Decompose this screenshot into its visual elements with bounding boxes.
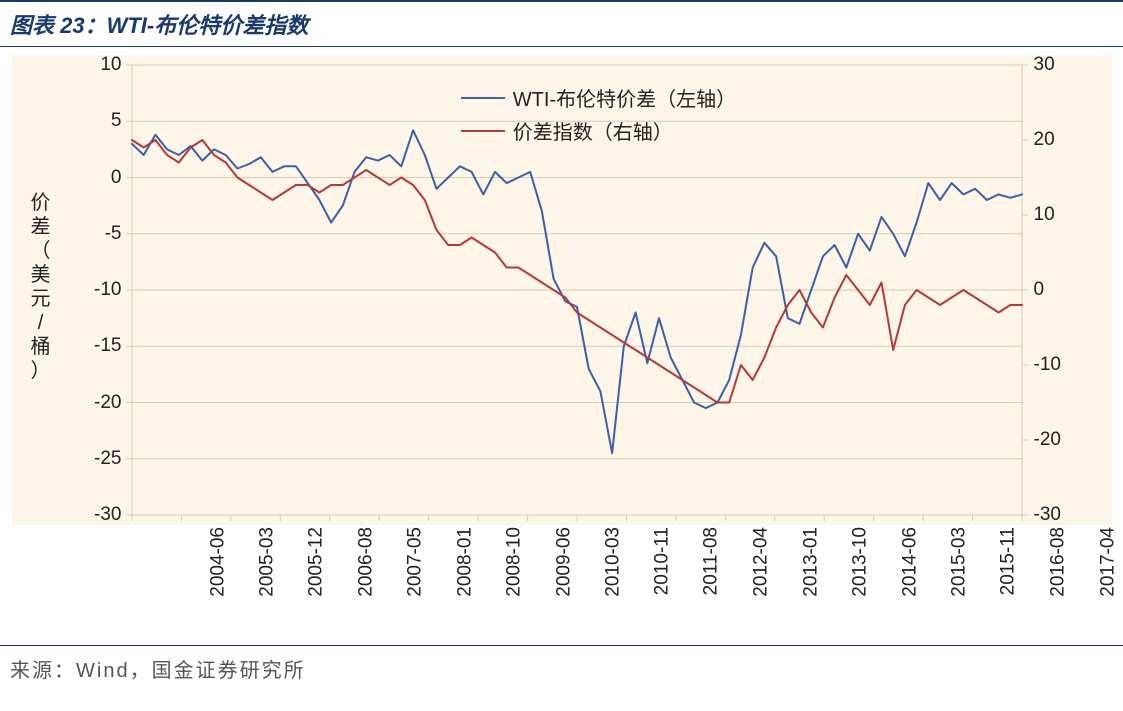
- y-left-tick-label: 5: [111, 110, 122, 132]
- x-tick-label: 2012-04: [751, 527, 773, 597]
- x-tick-label: 2010-11: [651, 527, 673, 595]
- x-tick-label: 2010-03: [603, 527, 625, 597]
- x-tick-label: 2013-10: [850, 527, 872, 597]
- x-tick-label: 2005-03: [257, 527, 279, 597]
- y-left-tick-label: 10: [100, 54, 121, 76]
- x-tick-label: 2004-06: [207, 527, 229, 597]
- y-left-tick-label: -25: [94, 448, 121, 470]
- y-right-tick-label: -20: [1034, 429, 1061, 451]
- y-right-tick-label: 20: [1034, 129, 1055, 151]
- x-tick-label: 2016-08: [1048, 527, 1070, 597]
- chart-legend: WTI-布伦特价差（左轴） 价差指数（右轴）: [461, 83, 736, 149]
- y-left-tick-label: 0: [111, 167, 122, 189]
- x-tick-label: 2005-12: [306, 527, 328, 597]
- legend-item: 价差指数（右轴）: [461, 116, 736, 145]
- y-left-tick-label: -15: [94, 335, 121, 357]
- x-tick-label: 2011-08: [700, 527, 722, 595]
- legend-label: WTI-布伦特价差（左轴）: [513, 83, 736, 112]
- y-right-tick-label: -30: [1034, 504, 1061, 526]
- legend-label: 价差指数（右轴）: [513, 116, 673, 145]
- y-left-tick-label: -30: [94, 504, 121, 526]
- y-left-tick-label: -5: [105, 223, 122, 245]
- x-tick-label: 2009-06: [553, 527, 575, 597]
- y-right-tick-label: 30: [1034, 54, 1055, 76]
- x-tick-label: 2006-08: [356, 527, 378, 597]
- y-right-tick-label: -10: [1034, 354, 1061, 376]
- x-tick-label: 2013-01: [801, 527, 823, 597]
- x-tick-label: 2015-03: [949, 527, 971, 597]
- x-tick-label: 2007-05: [405, 527, 427, 597]
- y-left-axis-label: 价差（美元/桶）: [30, 191, 52, 383]
- legend-line: [461, 97, 505, 99]
- y-left-tick-label: -20: [94, 392, 121, 414]
- chart-area: 价差（美元/桶） WTI-布伦特价差（左轴） 价差指数（右轴） -30 -25 -20…: [12, 55, 1112, 645]
- legend-line: [461, 130, 505, 132]
- y-right-tick-label: 0: [1034, 279, 1045, 301]
- chart-source: 来源：Wind，国金证券研究所: [0, 645, 1123, 691]
- y-left-tick-label: -10: [94, 279, 121, 301]
- x-tick-label: 2008-10: [504, 527, 526, 597]
- chart-title-bar: 图表 23：WTI-布伦特价差指数: [0, 0, 1123, 47]
- x-tick-label: 2014-06: [899, 527, 921, 597]
- chart-title: 图表 23：WTI-布伦特价差指数: [10, 13, 308, 38]
- x-tick-label: 2008-01: [454, 527, 476, 597]
- y-right-tick-label: 10: [1034, 204, 1055, 226]
- legend-item: WTI-布伦特价差（左轴）: [461, 83, 736, 112]
- x-tick-label: 2017-04: [1097, 527, 1119, 597]
- x-tick-label: 2015-11: [997, 527, 1019, 595]
